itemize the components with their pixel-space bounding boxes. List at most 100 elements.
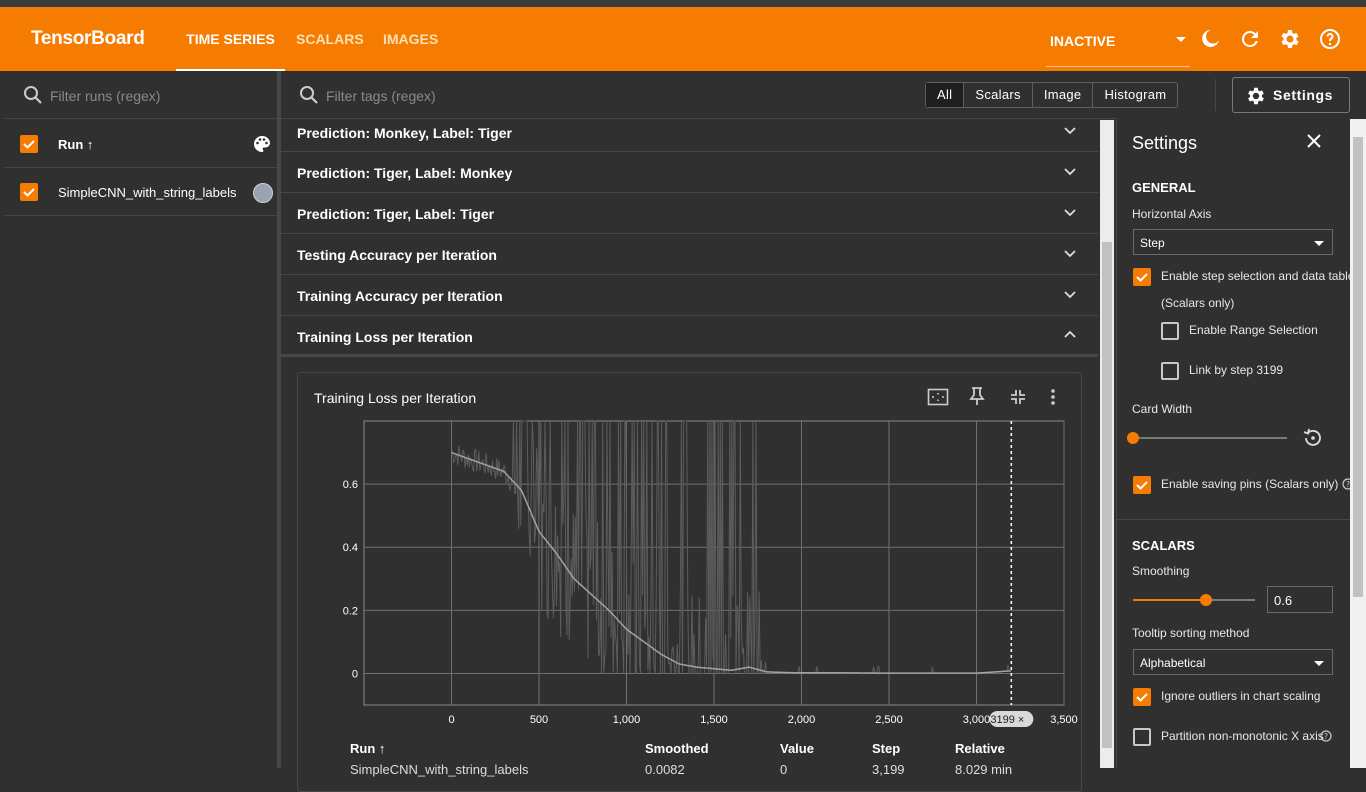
tab-images[interactable]: IMAGES xyxy=(383,31,439,47)
settings-button[interactable]: Settings xyxy=(1232,77,1350,113)
group-title: Testing Accuracy per Iteration xyxy=(297,247,497,263)
runs-filter[interactable]: Filter runs (regex) xyxy=(5,71,277,119)
group-header-expanded[interactable]: Training Loss per Iteration xyxy=(281,316,1098,357)
settings-scrollbar[interactable] xyxy=(1350,119,1366,768)
group-title: Training Accuracy per Iteration xyxy=(297,288,503,304)
gear-icon xyxy=(1248,87,1264,105)
horizontal-axis-select[interactable]: Step xyxy=(1133,229,1333,255)
table-header-smoothed: Smoothed xyxy=(645,741,709,756)
main-scrollbar[interactable] xyxy=(1100,120,1114,768)
step-selector-label: 3199 × xyxy=(990,714,1024,726)
range-selection-checkbox[interactable] xyxy=(1161,322,1179,340)
card-title: Training Loss per Iteration xyxy=(314,390,477,406)
section-divider xyxy=(1117,519,1350,520)
reset-icon[interactable] xyxy=(1302,427,1324,449)
ignore-outliers-label: Ignore outliers in chart scaling xyxy=(1161,689,1321,703)
step-selector-chip xyxy=(989,711,1034,727)
plugin-dropdown[interactable]: INACTIVE xyxy=(1046,7,1190,67)
svg-text:?: ? xyxy=(1346,480,1350,489)
app-title: TensorBoard xyxy=(31,28,145,49)
collapse-icon[interactable] xyxy=(1009,388,1027,406)
runs-header-row: Run ↑ xyxy=(5,120,277,168)
table-cell-smoothed: 0.0082 xyxy=(645,762,685,777)
partition-checkbox[interactable] xyxy=(1133,728,1151,746)
tag-filter-placeholder[interactable]: Filter tags (regex) xyxy=(326,88,436,104)
group-header[interactable]: Testing Accuracy per Iteration xyxy=(281,234,1098,275)
select-all-checkbox[interactable] xyxy=(20,135,38,153)
pin-icon[interactable] xyxy=(969,386,985,406)
saving-pins-checkbox[interactable] xyxy=(1133,476,1151,494)
run-color-swatch[interactable] xyxy=(253,183,273,203)
table-cell-run: SimpleCNN_with_string_labels xyxy=(350,762,529,777)
fit-domain-icon[interactable] xyxy=(927,387,949,407)
help-icon[interactable] xyxy=(1318,27,1342,51)
tooltip-sort-value: Alphabetical xyxy=(1140,656,1206,670)
x-tick-label: 3,000 xyxy=(963,714,991,726)
group-header[interactable]: Prediction: Tiger, Label: Tiger xyxy=(281,193,1098,234)
tab-scalars[interactable]: SCALARS xyxy=(296,31,364,47)
chevron-down-icon xyxy=(1064,291,1076,299)
svg-text:?: ? xyxy=(1324,732,1328,741)
palette-icon[interactable] xyxy=(252,134,272,154)
search-icon xyxy=(24,86,42,104)
y-tick-label: 0.4 xyxy=(343,542,358,554)
help-icon[interactable]: ? xyxy=(1320,730,1332,742)
run-row[interactable]: SimpleCNN_with_string_labels xyxy=(5,168,277,216)
horizontal-axis-value: Step xyxy=(1140,236,1165,250)
link-by-step-checkbox[interactable] xyxy=(1161,362,1179,380)
chevron-down-icon xyxy=(1064,209,1076,217)
table-cell-step: 3,199 xyxy=(872,762,905,777)
filter-scalars-button[interactable]: Scalars xyxy=(963,83,1031,107)
main-scrollbar-thumb[interactable] xyxy=(1102,242,1112,748)
more-vert-icon[interactable] xyxy=(1050,388,1056,406)
group-header[interactable]: Prediction: Monkey, Label: Tiger xyxy=(281,120,1098,152)
table-header-value: Value xyxy=(780,741,814,756)
runs-pane: Filter runs (regex) Run ↑ SimpleCNN_with… xyxy=(5,71,277,768)
run-checkbox[interactable] xyxy=(20,183,38,201)
card-width-label: Card Width xyxy=(1132,402,1193,416)
chevron-down-icon xyxy=(1064,250,1076,258)
horizontal-axis-label: Horizontal Axis xyxy=(1132,207,1212,221)
card-width-knob[interactable] xyxy=(1127,432,1139,444)
close-icon[interactable] xyxy=(1306,133,1322,149)
group-title: Prediction: Tiger, Label: Tiger xyxy=(297,206,495,222)
pane-resizer[interactable] xyxy=(277,71,281,768)
filter-histogram-button[interactable]: Histogram xyxy=(1092,83,1177,107)
step-selection-label: Enable step selection and data table xyxy=(1161,269,1350,283)
group-title: Prediction: Tiger, Label: Monkey xyxy=(297,165,513,181)
table-cell-relative: 8.029 min xyxy=(955,762,1013,777)
step-selection-checkbox[interactable] xyxy=(1133,268,1151,286)
ignore-outliers-checkbox[interactable] xyxy=(1133,688,1151,706)
smoothing-knob[interactable] xyxy=(1200,594,1213,606)
group-title: Prediction: Monkey, Label: Tiger xyxy=(297,125,512,141)
reload-icon[interactable] xyxy=(1238,27,1262,51)
runs-filter-placeholder: Filter runs (regex) xyxy=(50,88,161,104)
filter-all-button[interactable]: All xyxy=(926,83,964,107)
plugin-dropdown-label: INACTIVE xyxy=(1050,33,1116,49)
x-tick-label: 1,000 xyxy=(613,714,641,726)
type-filter-group: All Scalars Image Histogram xyxy=(925,82,1179,108)
gear-icon[interactable] xyxy=(1278,27,1302,51)
group-header[interactable]: Training Accuracy per Iteration xyxy=(281,275,1098,316)
help-icon[interactable]: ? xyxy=(1342,478,1350,490)
run-sort-header[interactable]: Run ↑ xyxy=(58,137,94,152)
x-tick-label: 2,500 xyxy=(875,714,903,726)
tooltip-sort-select[interactable]: Alphabetical xyxy=(1133,649,1333,675)
filter-image-button[interactable]: Image xyxy=(1031,83,1093,107)
line-chart[interactable]: 0 500 1,000 1,500 2,000 2,500 3,000 3,500 0 0.2 0.… xyxy=(298,413,1081,743)
table-header-relative: Relative xyxy=(955,741,1005,756)
tab-time-series[interactable]: TIME SERIES xyxy=(176,7,285,71)
link-by-step-label: Link by step 3199 xyxy=(1189,363,1284,377)
window-top-strip xyxy=(0,0,1366,7)
table-header-run[interactable]: Run ↑ xyxy=(350,741,386,756)
smoothing-input[interactable]: 0.6 xyxy=(1267,586,1333,613)
chevron-down-icon xyxy=(1064,127,1076,135)
settings-button-label: Settings xyxy=(1273,87,1334,103)
group-header[interactable]: Prediction: Tiger, Label: Monkey xyxy=(281,152,1098,193)
chevron-down-icon xyxy=(1064,168,1076,176)
dark-mode-icon[interactable] xyxy=(1198,27,1222,51)
table-header-step: Step xyxy=(872,741,901,756)
settings-scrollbar-thumb[interactable] xyxy=(1353,137,1363,597)
x-tick-label: 3,500 xyxy=(1050,714,1078,726)
card-width-slider[interactable] xyxy=(1133,437,1287,439)
